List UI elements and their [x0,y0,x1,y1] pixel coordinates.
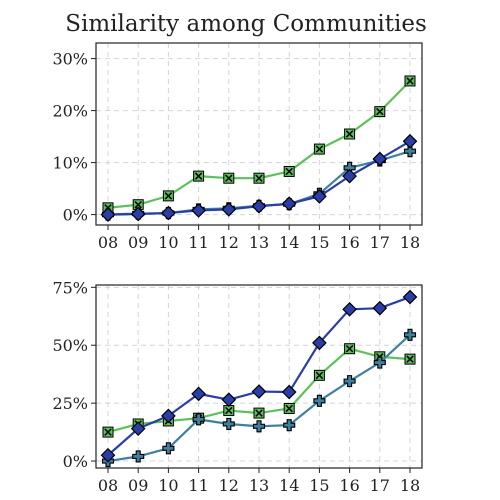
diamond-marker [191,203,206,218]
y-tick-label: 0% [63,452,88,471]
x-marker [102,426,114,438]
x-tick-label: 13 [249,233,269,252]
x-tick-label: 17 [370,233,390,252]
plus-marker [403,145,417,158]
x-marker [283,165,295,177]
chart-title: Similarity among Communities [65,11,427,37]
x-tick-label: 09 [128,233,148,252]
diamond-marker [221,202,237,217]
diamond-marker [372,151,388,167]
x-marker [253,172,265,184]
y-tick-label: 75% [52,278,88,297]
x-marker [253,407,265,419]
diamond-marker [251,198,267,214]
y-tick-label: 50% [52,336,88,355]
plus-marker [192,413,205,426]
plus-marker [283,419,296,432]
x-tick-label: 08 [98,476,118,495]
x-tick-label: 14 [279,476,299,495]
diamond-marker [251,384,267,399]
diamond-marker [130,421,146,436]
series-diamond [100,289,418,463]
x-marker [313,143,325,155]
x-tick-label: 16 [339,233,359,252]
plus-marker [222,417,235,431]
x-tick-label: 18 [400,233,420,252]
series-diamond [100,133,418,222]
x-tick-label: 14 [279,233,299,252]
x-tick-label: 18 [400,476,420,495]
diamond-marker [342,301,357,317]
diamond-marker [161,408,176,424]
x-tick-label: 10 [158,476,178,495]
plus-marker [313,394,326,407]
diamond-marker [342,168,357,184]
x-marker [344,343,356,355]
diamond-marker [191,386,206,402]
diamond-marker [130,206,146,222]
x-tick-label: 16 [339,476,359,495]
plus-marker [343,375,356,388]
diamond-marker [281,384,297,400]
x-marker [404,353,416,365]
diamond-marker [100,207,116,222]
x-marker [223,405,235,417]
x-tick-label: 17 [370,476,390,495]
x-tick-label: 12 [219,233,239,252]
bottom-chart: 0% 25% 50% 75% 08 09 10 11 12 13 14 15 16 17 18 [52,278,423,495]
diamond-marker [402,133,418,149]
x-tick-label: 10 [158,233,178,252]
plus-marker [403,328,417,341]
x-tick-label: 12 [219,476,239,495]
top-chart: 0% 10% 20% 30% 08 09 10 11 12 13 14 15 16 17 18 [52,42,423,252]
x-tick-label: 11 [188,233,208,252]
diamond-marker [281,196,297,212]
x-marker [344,128,356,140]
diamond-marker [312,189,327,204]
x-marker [223,172,235,184]
x-tick-label: 15 [309,476,329,495]
diamond-marker [100,447,116,463]
diamond-marker [402,289,418,305]
y-tick-label: 10% [52,154,88,173]
x-tick-label: 11 [188,476,208,495]
diamond-marker [312,335,327,351]
x-marker [162,190,174,202]
x-marker [404,75,416,87]
diamond-marker [161,205,176,221]
plus-marker [132,450,145,463]
plus-marker [252,420,266,433]
x-tick-label: 13 [249,476,269,495]
x-marker [374,106,386,118]
x-tick-label: 15 [309,233,329,252]
x-marker [193,170,205,182]
y-tick-label: 20% [52,102,88,121]
diamond-marker [221,392,237,408]
x-tick-label: 08 [98,233,118,252]
y-tick-label: 0% [63,206,88,225]
series-plus [101,328,417,468]
plus-marker [162,442,175,455]
diamond-marker [372,300,388,316]
x-marker [283,402,295,414]
y-tick-label: 25% [52,394,88,413]
x-tick-label: 09 [128,476,148,495]
plus-marker [373,356,386,369]
x-marker [313,369,325,381]
y-tick-label: 30% [52,50,88,69]
